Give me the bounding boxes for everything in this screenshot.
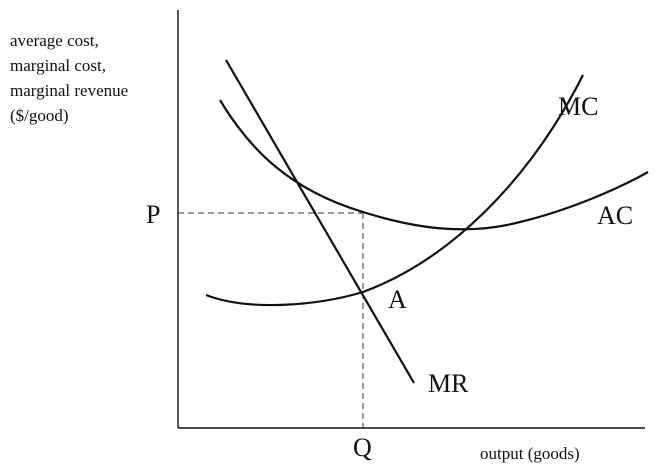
- x-axis-label: output (goods): [480, 444, 580, 463]
- quantity-label: Q: [353, 433, 372, 462]
- mc-label: MC: [558, 92, 598, 121]
- mr-curve: [225, 59, 415, 384]
- ac-label: AC: [597, 201, 633, 230]
- y-axis-label: marginal revenue: [10, 81, 128, 100]
- ac-curve: [219, 99, 649, 231]
- y-axis-label: marginal cost,: [10, 56, 106, 75]
- y-axis-label: ($/good): [10, 106, 69, 125]
- y-axis-label: average cost,: [10, 31, 99, 50]
- price-label: P: [146, 200, 160, 229]
- point-label: A: [388, 285, 407, 314]
- mr-label: MR: [428, 369, 469, 398]
- mc-curve: [205, 74, 584, 307]
